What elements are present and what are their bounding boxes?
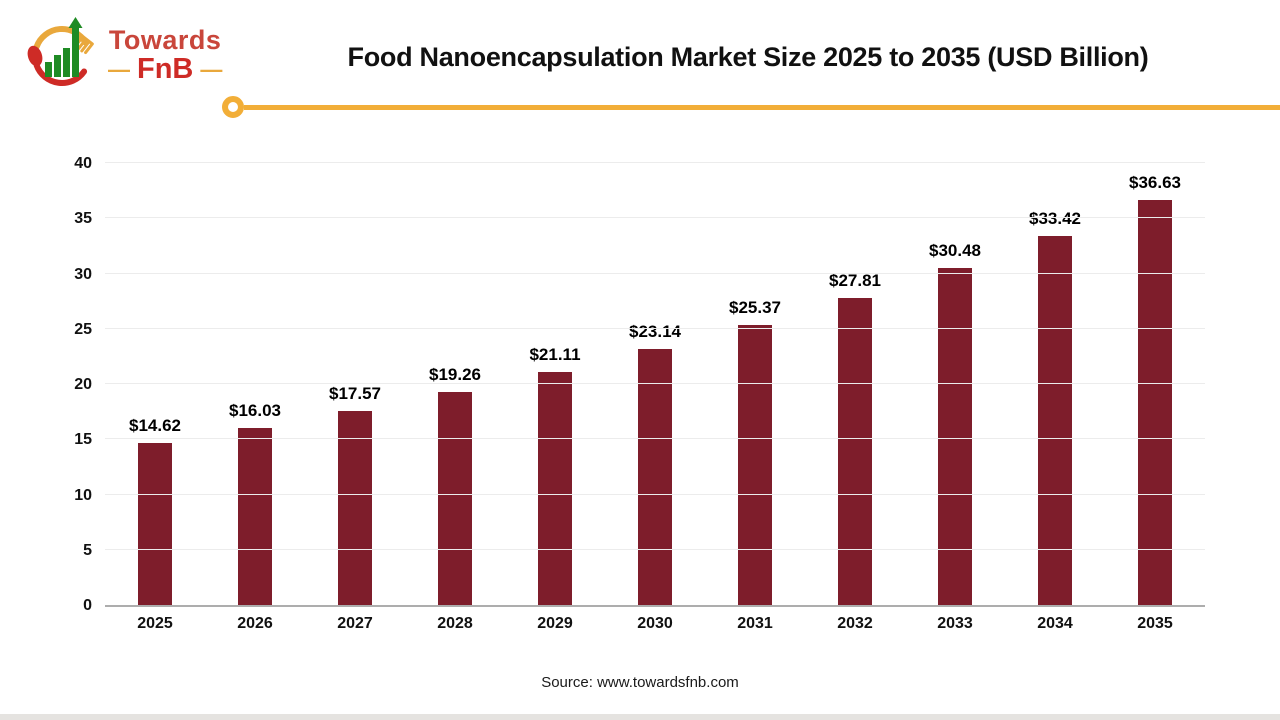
gridline <box>105 493 1205 495</box>
towardsfnb-logo: Towards — FnB — <box>0 4 234 97</box>
bar <box>1138 200 1172 605</box>
gridline <box>105 327 1205 329</box>
accent-divider-ring-icon <box>222 96 244 118</box>
bar <box>438 392 472 605</box>
x-tick-label: 2029 <box>537 615 573 632</box>
bar-value-label: $23.14 <box>629 322 681 342</box>
chart-title: Food Nanoencapsulation Market Size 2025 … <box>347 41 1149 72</box>
x-tick-label: 2028 <box>437 615 473 632</box>
y-tick-label: 15 <box>74 431 92 449</box>
x-tick-label: 2033 <box>937 615 973 632</box>
y-tick-label: 25 <box>74 320 92 338</box>
bar <box>238 427 272 605</box>
y-axis: 0 5 10 15 20 25 30 35 40 <box>40 155 92 614</box>
bar-column: $27.81 <box>805 163 905 605</box>
bar-column: $16.03 <box>205 163 305 605</box>
logo-dash-right: — <box>200 56 223 82</box>
accent-divider-line <box>244 105 1280 110</box>
x-tick-label: 2027 <box>337 615 373 632</box>
source-text: Source: www.towardsfnb.com <box>541 674 739 691</box>
bar <box>938 268 972 605</box>
gridline <box>105 383 1205 384</box>
y-tick-label: 20 <box>74 376 92 393</box>
x-axis-labels: 2025 2026 2027 2028 2029 2030 2031 2032 2033 2034… <box>105 615 1205 633</box>
bar-column: $17.57 <box>305 163 405 605</box>
gridline <box>105 217 1205 219</box>
bar-value-label: $33.42 <box>1029 208 1081 228</box>
bar-value-label: $21.11 <box>529 344 581 364</box>
bar-value-label: $30.48 <box>929 241 981 261</box>
y-tick-label: 5 <box>83 541 92 559</box>
bar-value-label: $16.03 <box>229 400 281 420</box>
y-tick-label: 30 <box>74 265 92 283</box>
y-tick-label: 10 <box>74 486 92 504</box>
x-tick-label: 2035 <box>1137 615 1173 632</box>
logo-brand-line1: Towards <box>108 24 222 55</box>
towardsfnb-logo-icon <box>26 14 98 97</box>
towardsfnb-logo-text: Towards — FnB — <box>108 24 223 85</box>
bar-column: $30.48 <box>905 163 1005 605</box>
bar <box>738 324 772 605</box>
bar-column: $21.11 <box>505 163 605 605</box>
bar-value-label: $19.26 <box>429 365 481 385</box>
bar-column: $36.63 <box>1105 163 1205 605</box>
bar-column: $14.62 <box>105 163 205 605</box>
bar-value-label: $36.63 <box>1129 173 1181 193</box>
bottom-strip <box>0 714 1280 720</box>
bar <box>1038 235 1072 605</box>
x-tick-label: 2026 <box>237 615 273 632</box>
gridline <box>105 438 1205 440</box>
bar-value-label: $27.81 <box>829 270 881 290</box>
bar-column: $23.14 <box>605 163 705 605</box>
y-tick-label: 0 <box>83 597 92 614</box>
gridline <box>105 272 1205 274</box>
gridline <box>105 162 1205 163</box>
bar <box>538 371 572 605</box>
x-tick-label: 2030 <box>637 615 673 632</box>
plot-area: $14.62 $16.03 $17.57 $19.26 $21.11 $23.14 $25.… <box>105 162 1205 607</box>
bar <box>638 349 672 605</box>
bars-container: $14.62 $16.03 $17.57 $19.26 $21.11 $23.14 $25.… <box>105 163 1205 605</box>
bar-value-label: $17.57 <box>329 383 381 403</box>
x-tick-label: 2034 <box>1037 615 1073 632</box>
bar-column: $19.26 <box>405 163 505 605</box>
y-tick-label: 35 <box>74 210 92 228</box>
bar-column: $25.37 <box>705 163 805 605</box>
bar-value-label: $14.62 <box>129 416 181 436</box>
x-tick-label: 2032 <box>837 615 873 632</box>
logo-brand-line2: — FnB — <box>108 52 223 85</box>
logo-brand-fnb: FnB <box>137 52 194 85</box>
bar-value-label: $25.37 <box>729 297 781 317</box>
bar <box>138 443 172 605</box>
gridline <box>105 548 1205 550</box>
bar-column: $33.42 <box>1005 163 1105 605</box>
x-tick-label: 2031 <box>737 615 773 632</box>
header: Towards — FnB — Food Nanoencapsulation Mar… <box>0 0 1280 100</box>
y-tick-label: 40 <box>74 155 92 172</box>
bar <box>338 410 372 605</box>
bar <box>838 297 872 605</box>
logo-dash-left: — <box>108 56 130 82</box>
x-tick-label: 2025 <box>137 615 173 632</box>
